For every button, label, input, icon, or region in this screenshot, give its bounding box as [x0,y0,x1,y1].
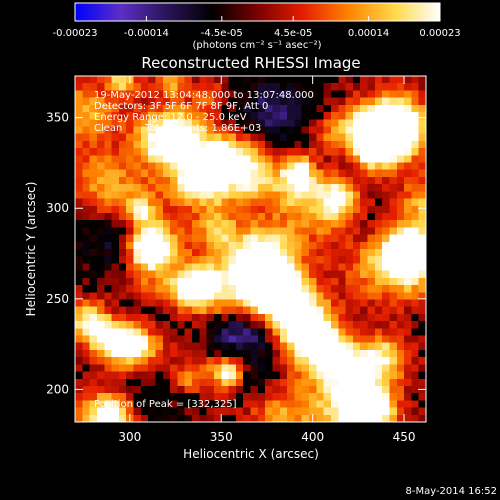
x-tick-label: 400 [301,430,324,444]
annotation-energy: Energy Range: 12.0 - 25.0 keV [94,112,247,123]
colorbar: -0.00023 -0.00014 -4.5e-05 4.5e-05 0.00014 0.… [53,2,461,51]
x-axis-label: Heliocentric X (arcsec) [183,447,319,461]
y-axis-label: Heliocentric Y (arcsec) [24,182,38,317]
annotation-total-counts: Total counts: 1.86E+03 [144,123,261,134]
chart-title: Reconstructed RHESSI Image [141,54,360,72]
y-axis: 200 250 300 350 [46,111,426,396]
y-tick-label: 350 [46,111,69,125]
colorbar-ticks: -0.00023 -0.00014 -4.5e-05 4.5e-05 0.00014 0.… [53,16,461,39]
colorbar-unit-label: (photons cm⁻² s⁻¹ asec⁻²) [192,40,321,51]
annotation-block: 19-May-2012 13:04:48.000 to 13:07:48.000… [94,90,314,410]
colorbar-tick-label: -0.00014 [124,28,169,39]
colorbar-gradient [74,2,441,22]
colorbar-tick-label: 4.5e-05 [274,28,312,39]
x-tick-label: 450 [393,430,416,444]
colorbar-tick-label: 0.00014 [348,28,389,39]
colorbar-tick-label: -0.00023 [53,28,98,39]
annotation-detectors: Detectors: 3F 5F 6F 7F 8F 9F, Att 0 [94,101,268,112]
y-tick-label: 300 [46,201,69,215]
rhessi-image-map [75,76,426,422]
plot-frame [74,75,427,423]
y-tick-label: 250 [46,292,69,306]
footer-date: 8-May-2014 16:52 [405,486,497,497]
annotation-peak-position: Position of Peak = [332,325] [94,399,237,410]
colorbar-tick-label: -4.5e-05 [201,28,243,39]
x-axis: 300 350 400 450 [118,76,416,444]
colorbar-tick-label: 0.00023 [419,28,460,39]
y-tick-label: 200 [46,382,69,396]
annotation-clean: Clean [94,123,122,134]
x-tick-label: 300 [118,430,141,444]
annotation-time: 19-May-2012 13:04:48.000 to 13:07:48.000 [94,90,314,101]
x-tick-label: 350 [210,430,233,444]
